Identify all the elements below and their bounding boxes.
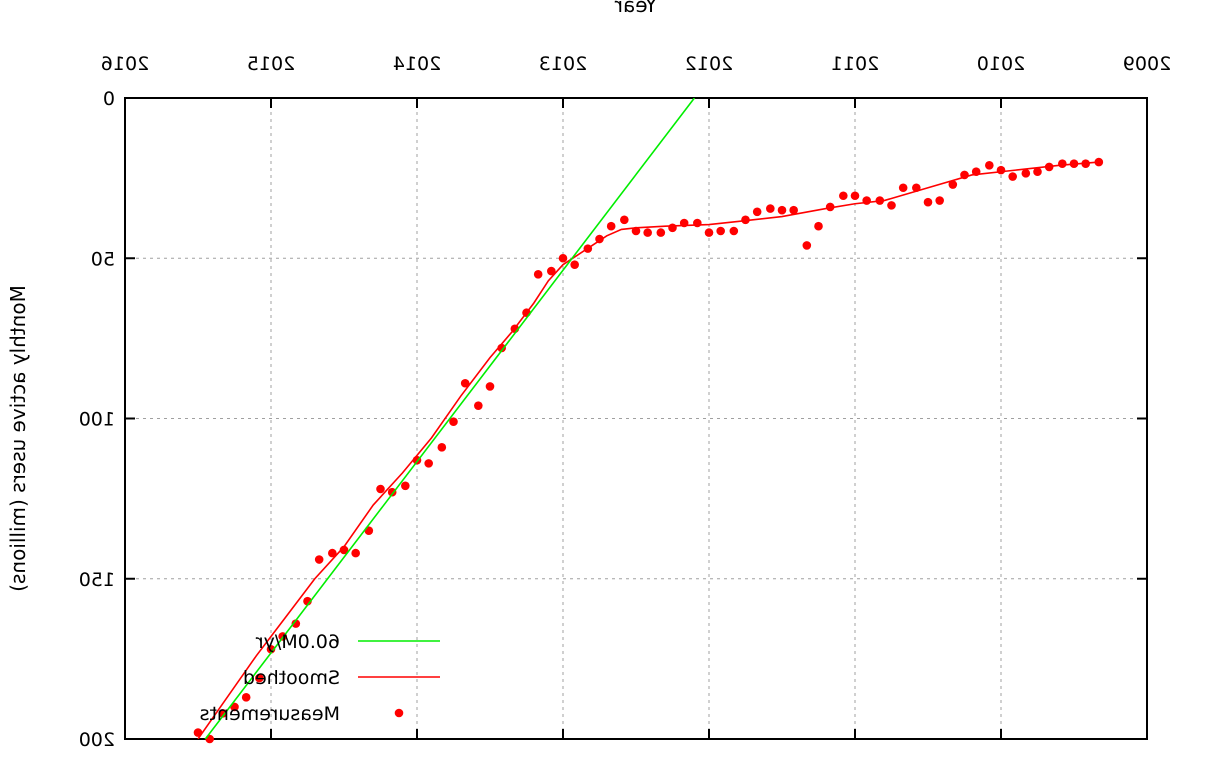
measurements-point [547,266,556,276]
smoothed-line [197,161,1099,739]
measurements-point [643,228,652,237]
x-tick-label: 2011 [831,53,879,75]
x-tick-label: 2010 [977,53,1025,75]
x-axis-title: Year [614,0,658,17]
measurements-point [339,545,349,555]
measurements-point [777,205,787,215]
measurements-point [802,241,812,250]
x-tick-label: 2014 [393,53,441,75]
measurements-point [1008,172,1017,181]
measurements-point [935,196,944,205]
measurements-point [693,218,702,228]
measurements-point [437,443,447,452]
legend-smoothed-label: Smoothed [243,667,340,689]
y-tick-label: 200 [79,729,115,751]
measurements-point [850,191,860,201]
x-tick-label: 2015 [247,53,295,75]
measurements-point [1021,169,1031,178]
measurements-point [1094,157,1104,167]
legend-measurements-label: Measurements [200,703,340,725]
measurements-point [449,417,458,427]
measurements-point [241,693,251,702]
measurements-point [533,269,543,279]
measurements-point [558,253,568,263]
60-0m-yr-line [204,98,696,739]
measurements-point [218,709,228,718]
measurements-point [424,459,433,468]
legend-measurements-symbol [394,708,404,718]
y-axis-title: Monthly active users (millions) [6,285,30,592]
measurements-point [887,201,896,210]
measurements-point [291,619,301,628]
measurements-point [351,548,360,558]
x-tick-label: 2016 [101,53,149,75]
measurements-point [631,226,641,236]
measurements-point [314,555,324,564]
measurements-point [996,165,1006,175]
y-tick-label: 100 [79,409,115,431]
axis-ticks: 2009 2010 2011 2012 2013 2014 2015 2016 0 50 100 15… [79,53,1171,751]
measurements-point [923,197,933,207]
measurements-point [752,207,762,217]
measurements-point [839,191,848,201]
measurements-point [474,401,483,410]
measurements-point [328,548,337,558]
measurements-point [814,221,823,231]
measurements-point [948,180,958,189]
measurements-series [193,157,1104,744]
measurements-point [825,202,835,212]
measurements-point [656,228,666,237]
measurements-point [729,226,739,236]
x-tick-label: 2013 [539,53,587,75]
measurements-point [255,673,264,683]
measurements-point [898,183,908,193]
measurements-point [401,481,410,491]
measurements-point [789,205,798,215]
measurements-point [766,204,775,213]
x-tick-label: 2012 [685,53,733,75]
y-tick-label: 150 [79,569,115,591]
legend: Measurements Smoothed 60.0M/yr [200,631,440,725]
measurements-point [570,260,579,269]
measurements-point [1033,167,1042,177]
measurements-point [606,221,616,231]
measurements-point [620,215,629,225]
measurements-point [704,228,714,237]
legend-60-0m-yr-label: 60.0M/yr [256,631,340,653]
y-tick-label: 0 [103,88,115,110]
measurements-point [1058,159,1067,169]
measurements-point [376,484,385,494]
measurements-point [716,226,725,236]
measurements-point [668,223,677,233]
y-tick-label: 50 [91,248,115,270]
grid-lines [125,98,1147,739]
series-layer [193,98,1104,744]
x-tick-label: 2009 [1123,53,1171,75]
measurements-point [485,382,495,391]
measurements-point [460,378,470,388]
measurements-point [985,161,994,170]
